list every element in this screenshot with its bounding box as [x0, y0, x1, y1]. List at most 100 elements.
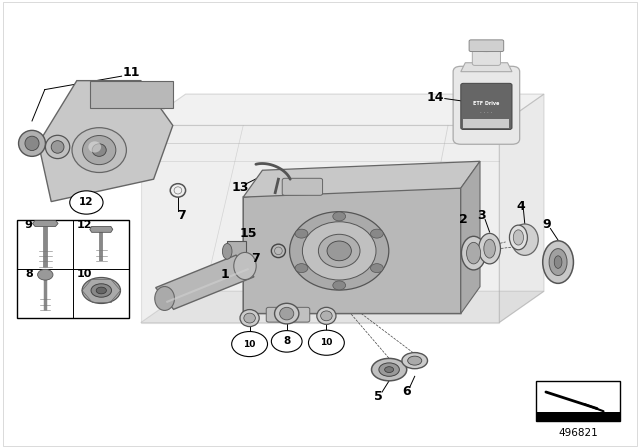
Text: 12: 12 — [79, 198, 93, 207]
Ellipse shape — [290, 211, 389, 290]
Text: 8: 8 — [283, 336, 291, 346]
Ellipse shape — [19, 130, 45, 156]
Text: · · · ·: · · · · — [480, 109, 493, 115]
Polygon shape — [499, 94, 544, 323]
FancyBboxPatch shape — [461, 83, 512, 129]
Ellipse shape — [240, 310, 259, 327]
Ellipse shape — [234, 252, 256, 280]
Ellipse shape — [45, 135, 70, 159]
Circle shape — [271, 331, 302, 352]
Ellipse shape — [554, 256, 562, 268]
Text: 13: 13 — [231, 181, 249, 194]
Text: 5: 5 — [374, 390, 383, 403]
Circle shape — [295, 229, 308, 238]
Text: 11: 11 — [122, 66, 140, 79]
Ellipse shape — [467, 242, 481, 264]
Ellipse shape — [72, 128, 127, 172]
FancyBboxPatch shape — [472, 47, 500, 65]
Ellipse shape — [303, 222, 376, 280]
Ellipse shape — [385, 366, 394, 373]
Polygon shape — [141, 125, 499, 323]
Circle shape — [333, 281, 346, 290]
Ellipse shape — [479, 233, 500, 264]
Circle shape — [295, 263, 308, 272]
Circle shape — [232, 332, 268, 357]
FancyBboxPatch shape — [453, 66, 520, 144]
Text: 496821: 496821 — [558, 428, 598, 438]
Ellipse shape — [223, 244, 232, 259]
Polygon shape — [33, 220, 58, 226]
Ellipse shape — [321, 311, 332, 321]
Ellipse shape — [461, 237, 486, 270]
Text: 7: 7 — [177, 209, 186, 223]
Ellipse shape — [511, 224, 538, 255]
Ellipse shape — [408, 356, 422, 365]
Circle shape — [371, 263, 383, 272]
Ellipse shape — [327, 241, 351, 261]
Text: 10: 10 — [320, 338, 333, 347]
Text: 8: 8 — [25, 269, 33, 279]
Ellipse shape — [82, 277, 120, 303]
Ellipse shape — [402, 353, 428, 369]
Text: 2: 2 — [459, 213, 468, 226]
Polygon shape — [156, 255, 254, 309]
Ellipse shape — [96, 287, 106, 294]
Text: ETF Drive: ETF Drive — [473, 100, 500, 106]
Polygon shape — [90, 81, 173, 108]
Text: 9: 9 — [542, 217, 551, 231]
Bar — [17, 220, 129, 318]
Ellipse shape — [319, 234, 360, 267]
Circle shape — [70, 191, 103, 214]
Polygon shape — [38, 81, 173, 202]
Ellipse shape — [275, 303, 299, 324]
Ellipse shape — [25, 136, 39, 151]
Ellipse shape — [155, 287, 175, 310]
Circle shape — [38, 269, 53, 280]
Ellipse shape — [549, 249, 567, 276]
Ellipse shape — [88, 141, 101, 152]
Text: 4: 4 — [516, 199, 525, 213]
FancyBboxPatch shape — [463, 119, 509, 128]
Text: 10: 10 — [243, 340, 256, 349]
Text: 10: 10 — [77, 269, 93, 279]
Bar — [536, 381, 620, 421]
Polygon shape — [90, 226, 113, 233]
Circle shape — [308, 330, 344, 355]
Text: 1: 1 — [221, 268, 230, 281]
Ellipse shape — [484, 239, 495, 258]
Text: 15: 15 — [239, 227, 257, 240]
Polygon shape — [461, 63, 512, 72]
Ellipse shape — [91, 284, 111, 297]
Ellipse shape — [282, 282, 358, 300]
FancyBboxPatch shape — [266, 307, 310, 322]
Text: 9: 9 — [25, 220, 33, 230]
Text: 7: 7 — [252, 252, 260, 265]
Ellipse shape — [317, 307, 336, 324]
Ellipse shape — [471, 42, 502, 52]
Polygon shape — [461, 161, 480, 314]
FancyBboxPatch shape — [469, 40, 504, 52]
Text: 14: 14 — [426, 90, 444, 104]
Polygon shape — [243, 179, 461, 314]
Ellipse shape — [509, 225, 527, 250]
FancyBboxPatch shape — [282, 178, 323, 195]
Polygon shape — [141, 94, 544, 125]
Ellipse shape — [280, 307, 294, 320]
Circle shape — [333, 212, 346, 221]
Text: 12: 12 — [77, 220, 93, 230]
Ellipse shape — [92, 144, 106, 156]
Bar — [536, 412, 620, 421]
FancyBboxPatch shape — [227, 241, 246, 262]
Polygon shape — [141, 291, 544, 323]
Polygon shape — [243, 161, 480, 197]
Circle shape — [371, 229, 383, 238]
Ellipse shape — [244, 313, 255, 323]
Ellipse shape — [513, 230, 524, 245]
Text: 3: 3 — [477, 208, 486, 222]
Text: 6: 6 — [402, 385, 411, 398]
Ellipse shape — [83, 135, 116, 164]
Ellipse shape — [379, 363, 399, 376]
Ellipse shape — [371, 358, 407, 381]
Ellipse shape — [51, 141, 64, 153]
Ellipse shape — [543, 241, 573, 284]
